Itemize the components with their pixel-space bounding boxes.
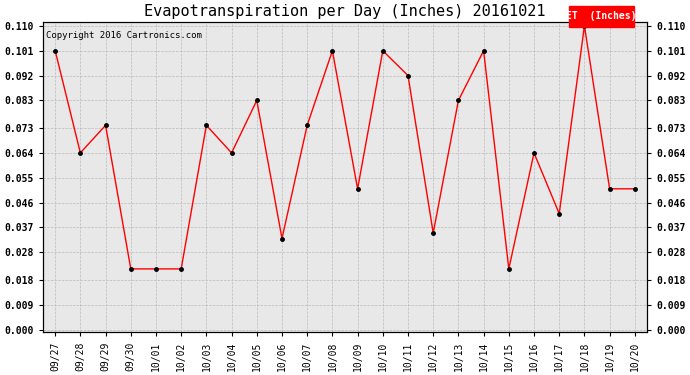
Title: Evapotranspiration per Day (Inches) 20161021: Evapotranspiration per Day (Inches) 2016… [144,4,546,19]
Text: Copyright 2016 Cartronics.com: Copyright 2016 Cartronics.com [46,31,202,40]
Text: ET  (Inches): ET (Inches) [566,11,637,21]
